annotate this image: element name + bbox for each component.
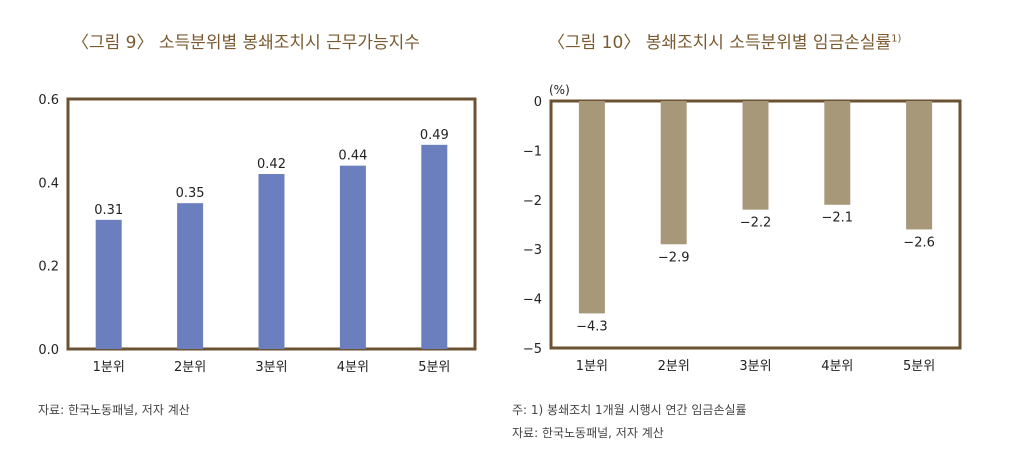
data-label: 0.42 <box>257 157 286 172</box>
x-tick-label: 1분위 <box>93 360 125 375</box>
x-tick-label: 2분위 <box>174 360 206 375</box>
bar-chart-left: 0.0 0.2 0.4 0.6 0.31 1분위 0.35 2분위 0.42 3분위 0.44 4분위… <box>38 93 477 375</box>
data-label: 0.35 <box>176 186 205 201</box>
y-tick-label: 0 <box>534 95 542 110</box>
data-label: 0.31 <box>94 203 123 218</box>
chart-title-right-text: 〈그림 10〉 봉쇄조치시 소득분위별 임금손실률 <box>548 33 892 53</box>
x-tick-label: 2분위 <box>658 359 690 374</box>
source-note-left: 자료: 한국노동패널, 저자 계산 <box>38 403 190 417</box>
chart-title-left: 〈그림 9〉 소득분위별 봉쇄조치시 근무가능지수 <box>72 33 420 53</box>
bar <box>742 101 769 210</box>
y-tick-label: −5 <box>523 342 542 357</box>
data-label: −2.6 <box>903 235 935 250</box>
y-tick-label: 0.0 <box>38 343 59 358</box>
bar <box>824 101 851 205</box>
bar <box>258 174 285 349</box>
x-tick-label: 5분위 <box>903 359 935 374</box>
y-tick-label: 0.6 <box>38 93 59 108</box>
data-label: −4.3 <box>576 319 608 334</box>
chart-title-right: 〈그림 10〉 봉쇄조치시 소득분위별 임금손실률1) <box>548 28 901 53</box>
source-note-right: 자료: 한국노동패널, 저자 계산 <box>512 426 664 440</box>
y-tick-label: −2 <box>523 194 542 209</box>
bar <box>421 144 448 349</box>
y-unit-label: (%) <box>549 83 570 97</box>
y-tick-label: 0.2 <box>38 260 59 275</box>
data-label: −2.9 <box>658 250 690 265</box>
x-tick-label: 4분위 <box>337 360 369 375</box>
data-label: −2.1 <box>822 211 854 226</box>
x-tick-label: 3분위 <box>739 359 771 374</box>
bar-chart-right: 0 −1 −2 −3 −4 −5 (%) −4.3 1분위 −2.9 2분위 −2.2 3분위 −2.1 4… <box>523 83 962 374</box>
x-tick-label: 1분위 <box>576 359 608 374</box>
bar <box>95 219 122 349</box>
data-label: −2.2 <box>740 216 772 231</box>
bar <box>339 165 366 349</box>
y-tick-label: −3 <box>523 243 542 258</box>
footnote-right: 주: 1) 봉쇄조치 1개월 시행시 연간 임금손실률 <box>512 403 747 417</box>
y-tick-label: −4 <box>523 293 542 308</box>
bar <box>906 101 933 230</box>
x-tick-label: 5분위 <box>418 360 450 375</box>
y-tick-label: 0.4 <box>38 176 59 191</box>
data-label: 0.44 <box>338 149 367 164</box>
x-tick-label: 4분위 <box>821 359 853 374</box>
data-label: 0.49 <box>420 128 449 143</box>
chart-title-right-footnote-mark: 1) <box>891 33 902 45</box>
bar <box>660 101 687 245</box>
y-tick-label: −1 <box>523 144 542 159</box>
bar <box>177 203 204 349</box>
bar <box>578 101 605 314</box>
x-tick-label: 3분위 <box>255 360 287 375</box>
